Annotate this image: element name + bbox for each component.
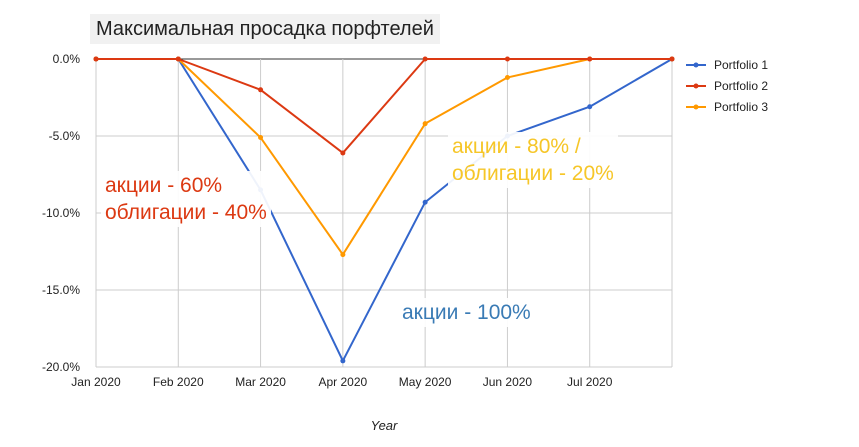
data-point	[340, 358, 346, 364]
annotation-line: облигации - 20%	[452, 162, 614, 185]
y-tick-label: -10.0%	[42, 206, 80, 220]
y-tick-label: -15.0%	[42, 283, 80, 297]
annotation-60-40: акции - 60% облигации - 40%	[101, 171, 271, 227]
annotation-line: облигации - 40%	[105, 201, 267, 224]
legend-entry: Portfolio 1	[714, 58, 768, 72]
y-tick-label: -20.0%	[42, 360, 80, 374]
data-point	[504, 56, 510, 62]
data-point	[175, 56, 181, 62]
legend-entry: Portfolio 3	[714, 100, 768, 114]
data-point	[340, 252, 346, 258]
x-tick-label: Jan 2020	[71, 375, 121, 389]
data-point	[258, 87, 264, 93]
data-point	[93, 56, 99, 62]
data-point	[669, 56, 675, 62]
data-point	[422, 56, 428, 62]
chart-title: Максимальная просадка порфтелей	[90, 14, 440, 44]
y-axis-ticks: 0.0% -5.0% -10.0% -15.0% -20.0%	[42, 52, 80, 374]
x-axis-label: Year	[371, 418, 398, 433]
data-point	[258, 135, 264, 141]
annotation-line: акции - 80% /	[452, 135, 581, 158]
series-line-2	[96, 58, 672, 154]
data-point	[422, 121, 428, 127]
data-point	[504, 74, 510, 80]
legend-marker	[693, 104, 699, 110]
annotation-100: акции - 100%	[398, 298, 535, 327]
y-tick-label: -5.0%	[49, 129, 81, 143]
x-tick-label: Feb 2020	[153, 375, 204, 389]
annotation-line: акции - 100%	[402, 301, 531, 324]
annotation-80-20: акции - 80% / облигации - 20%	[448, 132, 618, 188]
data-point	[340, 150, 346, 156]
series-line-1	[96, 58, 673, 362]
x-tick-label: Jun 2020	[483, 375, 533, 389]
data-point	[587, 104, 593, 110]
legend: Portfolio 1 Portfolio 2 Portfolio 3	[686, 58, 768, 114]
legend-marker	[693, 83, 699, 89]
x-tick-label: Mar 2020	[235, 375, 286, 389]
x-tick-label: Apr 2020	[319, 375, 368, 389]
y-tick-label: 0.0%	[53, 52, 81, 66]
x-tick-label: Jul 2020	[567, 375, 613, 389]
data-point	[422, 199, 428, 205]
x-axis-ticks: Jan 2020 Feb 2020 Mar 2020 Apr 2020 May 2020…	[71, 375, 612, 389]
x-tick-label: May 2020	[399, 375, 452, 389]
data-point	[587, 56, 593, 62]
legend-entry: Portfolio 2	[714, 79, 768, 93]
series-line-3	[96, 58, 672, 256]
legend-marker	[693, 62, 699, 68]
annotation-line: акции - 60%	[105, 174, 223, 197]
